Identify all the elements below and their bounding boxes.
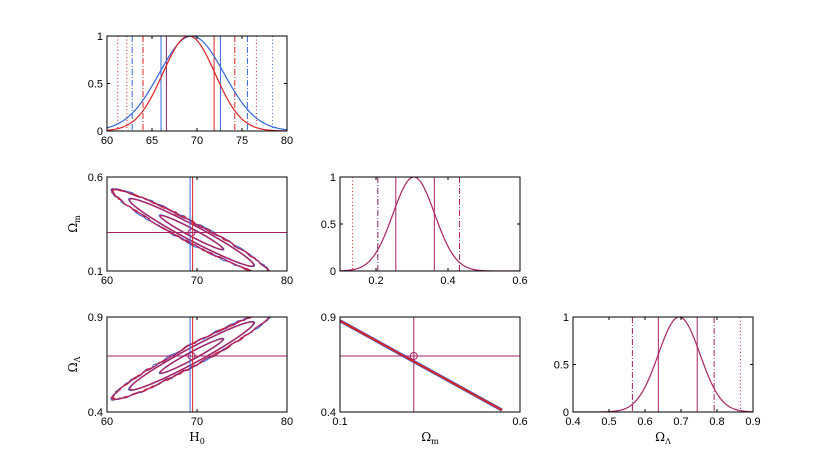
h0-marginal-xtick-label: 80	[281, 135, 293, 147]
h0-om-ylabel-subscript: m	[73, 215, 82, 223]
om-ol-plot-area	[340, 317, 520, 412]
h0-om-best-fit-marker	[187, 228, 196, 237]
ol-marginal-ytick-label: 0	[563, 407, 569, 419]
om-ol-panel: 0.1 0.6 0.4 0.9 Ωm	[321, 312, 528, 446]
h0-marginal-xtick-label: 75	[236, 135, 248, 147]
h0-marginal-series-0	[107, 36, 287, 131]
om-marginal-ytick-label: 0	[330, 266, 336, 278]
ol-marginal-plot-area	[573, 317, 753, 412]
om-marginal-series-0	[340, 177, 520, 271]
ol-marginal-xtick-label: 0.6	[637, 416, 652, 428]
h0-ol-contour-0-2	[159, 338, 224, 374]
h0-om-ylabel: Ωm	[66, 215, 82, 233]
ol-marginal-frame	[572, 316, 754, 413]
h0-om-plot-area	[107, 177, 287, 271]
h0-ol-contour-1-2	[128, 321, 255, 391]
om-ol-xlabel-main: Ω	[421, 430, 431, 444]
ol-marginal-ytick-label: 1	[563, 312, 569, 324]
om-marginal-xtick-label: 0.2	[368, 275, 383, 287]
om-ol-ytick-label: 0.9	[321, 312, 336, 324]
h0-marginal-panel: 60 65 70 75 80 0 0.5 1	[88, 31, 293, 147]
h0-ol-xtick-label: 80	[281, 416, 293, 428]
h0-ol-best-fit-marker	[187, 351, 196, 360]
h0-ol-xlabel: H0	[189, 430, 205, 446]
h0-marginal-frame	[106, 35, 288, 132]
om-marginal-frame	[339, 176, 521, 272]
ol-marginal-xlabel: ΩΛ	[655, 430, 671, 446]
h0-ol-ylabel-subscript: Λ	[73, 356, 82, 363]
h0-marginal-series-1	[107, 36, 287, 131]
h0-ol-ytick-label: 0.4	[88, 407, 103, 419]
h0-marginal-ytick-label: 0	[97, 126, 103, 138]
h0-om-xtick-label: 80	[281, 275, 293, 287]
ol-marginal-xlabel-main: Ω	[655, 430, 665, 444]
ol-marginal-xlabel-subscript: Λ	[664, 437, 671, 446]
h0-ol-ylabel: ΩΛ	[66, 356, 82, 372]
h0-marginal-plot-area	[107, 36, 287, 131]
ol-marginal-xtick-label: 0.5	[601, 416, 616, 428]
om-marginal-panel: 0.2 0.4 0.6 0 0.5 1	[321, 172, 528, 287]
h0-ol-plot-area	[107, 317, 287, 412]
h0-ol-xlabel-main: H	[189, 430, 199, 444]
h0-marginal-ytick-label: 1	[97, 31, 103, 43]
ol-marginal-panel: 0.4 0.5 0.6 0.7 0.8 0.9 0 0.5 1 ΩΛ	[554, 312, 761, 446]
om-ol-degeneracy-band-red	[340, 319, 503, 411]
ol-marginal-ytick-label: 0.5	[554, 360, 569, 372]
h0-om-contour-0-2	[159, 214, 224, 251]
h0-ol-contour-2-2	[110, 317, 274, 401]
ol-marginal-xtick-label: 0.9	[745, 416, 760, 428]
h0-marginal-xtick-label: 65	[146, 135, 158, 147]
h0-ol-ylabel-main: Ω	[66, 362, 80, 372]
om-ol-frame	[339, 316, 521, 413]
h0-om-ytick-label: 0.1	[88, 266, 103, 278]
h0-om-contour-1-2	[128, 198, 255, 267]
h0-om-ylabel-main: Ω	[66, 223, 80, 233]
h0-ol-ytick-label: 0.9	[88, 312, 103, 324]
h0-marginal-ytick-label: 0.5	[88, 79, 103, 91]
om-marginal-ytick-label: 1	[330, 172, 336, 184]
h0-om-xtick-label: 60	[101, 275, 113, 287]
om-ol-best-fit-marker	[409, 351, 418, 360]
om-ol-ytick-label: 0.4	[321, 407, 336, 419]
om-ol-xlabel-subscript: m	[431, 437, 439, 446]
h0-ol-xlabel-subscript: 0	[200, 437, 205, 446]
om-marginal-xtick-label: 0.4	[440, 275, 455, 287]
h0-om-contour-2-2	[110, 188, 274, 271]
om-marginal-plot-area	[340, 177, 520, 271]
om-marginal-ytick-label: 0.5	[321, 219, 336, 231]
h0-marginal-xtick-label: 60	[101, 135, 113, 147]
h0-ol-panel: 60 70 80 0.4 0.9 H0 ΩΛ	[66, 312, 293, 446]
om-ol-xtick-label: 0.6	[512, 416, 527, 428]
h0-marginal-xtick-label: 70	[191, 135, 203, 147]
om-ol-xtick-label: 0.1	[332, 416, 347, 428]
om-marginal-xtick-label: 0.6	[512, 275, 527, 287]
om-ol-xlabel: Ωm	[421, 430, 439, 446]
h0-ol-xtick-label: 60	[101, 416, 113, 428]
ol-marginal-xtick-label: 0.4	[565, 416, 580, 428]
h0-om-xtick-label: 70	[191, 275, 203, 287]
ol-marginal-xtick-label: 0.8	[709, 416, 724, 428]
h0-om-ytick-label: 0.6	[88, 172, 103, 184]
ol-marginal-series-0	[573, 317, 753, 412]
h0-ol-xtick-label: 70	[191, 416, 203, 428]
ol-marginal-xtick-label: 0.7	[673, 416, 688, 428]
h0-om-panel: 60 70 80 0.1 0.6 Ωm	[66, 172, 293, 287]
